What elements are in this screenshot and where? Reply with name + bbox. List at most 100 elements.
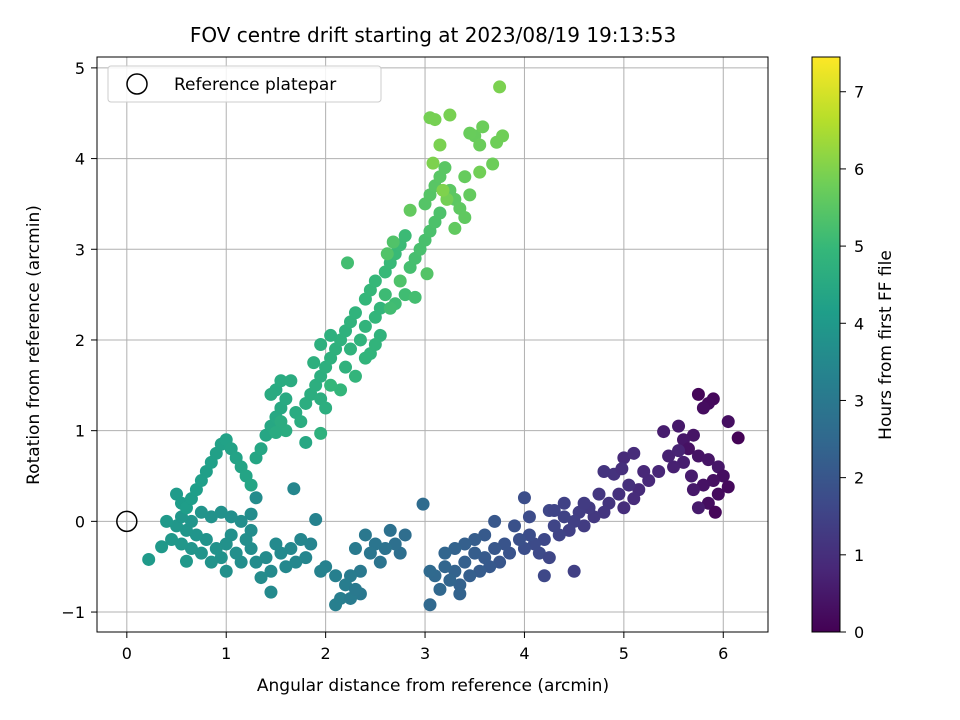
legend: Reference platepar — [107, 65, 382, 103]
data-point — [597, 505, 611, 519]
data-point — [652, 464, 666, 478]
data-point — [711, 487, 725, 501]
data-point — [478, 528, 492, 542]
data-point — [468, 532, 482, 546]
data-point — [522, 528, 536, 542]
data-point — [657, 425, 671, 439]
data-point — [443, 108, 457, 122]
data-point — [284, 374, 298, 388]
data-point — [473, 165, 487, 179]
data-point — [696, 401, 710, 415]
data-point — [468, 546, 482, 560]
data-point — [259, 551, 273, 565]
data-point — [512, 532, 526, 546]
colorbar-tick-label: 0 — [854, 623, 864, 642]
data-point — [577, 519, 591, 533]
data-point — [299, 551, 313, 565]
data-point — [353, 564, 367, 578]
data-point — [463, 126, 477, 140]
data-point — [453, 587, 467, 601]
data-point — [373, 301, 387, 315]
data-point — [199, 532, 213, 546]
data-point — [706, 474, 720, 488]
data-point — [155, 540, 169, 554]
data-point — [219, 537, 233, 551]
data-point — [547, 519, 561, 533]
data-point — [229, 546, 243, 560]
data-point — [493, 80, 507, 94]
data-point — [358, 528, 372, 542]
data-point — [612, 487, 626, 501]
data-point — [274, 374, 288, 388]
data-point — [473, 564, 487, 578]
data-point — [264, 585, 278, 599]
data-point — [615, 462, 629, 476]
y-tick-label: 0 — [75, 512, 85, 531]
data-point — [617, 501, 631, 515]
data-point — [486, 157, 500, 171]
data-point — [314, 338, 328, 351]
data-point — [254, 442, 268, 456]
data-point — [416, 497, 430, 511]
data-point — [184, 514, 198, 528]
data-point — [264, 387, 278, 401]
data-point — [522, 510, 536, 524]
x-tick-label: 5 — [619, 644, 629, 663]
data-point — [244, 507, 258, 521]
x-axis-label: Angular distance from reference (arcmin) — [257, 676, 609, 696]
data-point — [458, 555, 472, 569]
data-point — [304, 537, 318, 551]
data-point — [380, 247, 394, 261]
data-point — [194, 505, 208, 519]
data-point — [627, 446, 641, 460]
data-point — [348, 582, 362, 596]
data-point — [341, 256, 355, 270]
data-point — [224, 510, 238, 524]
data-point — [378, 542, 392, 556]
data-point — [498, 537, 512, 551]
data-point — [677, 455, 691, 469]
data-point — [476, 120, 490, 134]
data-point — [433, 582, 447, 596]
data-point — [324, 378, 338, 392]
data-point — [244, 523, 258, 537]
data-point — [662, 449, 676, 463]
data-point — [637, 464, 651, 478]
data-point — [701, 453, 715, 467]
data-point — [577, 496, 591, 510]
data-point — [294, 532, 308, 546]
data-point — [179, 554, 193, 568]
data-point — [319, 401, 333, 415]
data-point — [488, 542, 502, 556]
data-point — [493, 555, 507, 569]
data-point — [428, 113, 442, 127]
data-point — [420, 267, 434, 281]
data-point — [309, 513, 323, 527]
data-point — [622, 478, 636, 492]
data-point — [408, 290, 422, 304]
x-axis-ticks: 0 1 2 3 4 5 6 — [122, 632, 728, 663]
data-point — [363, 546, 377, 560]
data-point — [731, 431, 745, 445]
data-point — [433, 206, 447, 220]
data-point — [329, 569, 343, 583]
y-tick-label: −1 — [61, 603, 85, 622]
data-point — [274, 415, 288, 429]
data-point — [204, 555, 218, 569]
data-point — [269, 537, 283, 551]
y-axis-label: Rotation from reference (arcmin) — [24, 205, 44, 485]
data-point — [463, 569, 477, 583]
data-point — [691, 387, 705, 401]
data-point — [448, 542, 462, 556]
colorbar: 0 1 2 3 4 5 6 7 Hours from first FF file — [811, 56, 896, 642]
data-point — [426, 156, 440, 170]
data-point — [562, 523, 576, 537]
colorbar-tick-label: 4 — [854, 314, 864, 333]
x-tick-label: 6 — [718, 644, 728, 663]
data-point — [716, 469, 730, 483]
data-point — [249, 555, 263, 569]
data-point — [557, 510, 571, 524]
data-point — [592, 487, 606, 501]
